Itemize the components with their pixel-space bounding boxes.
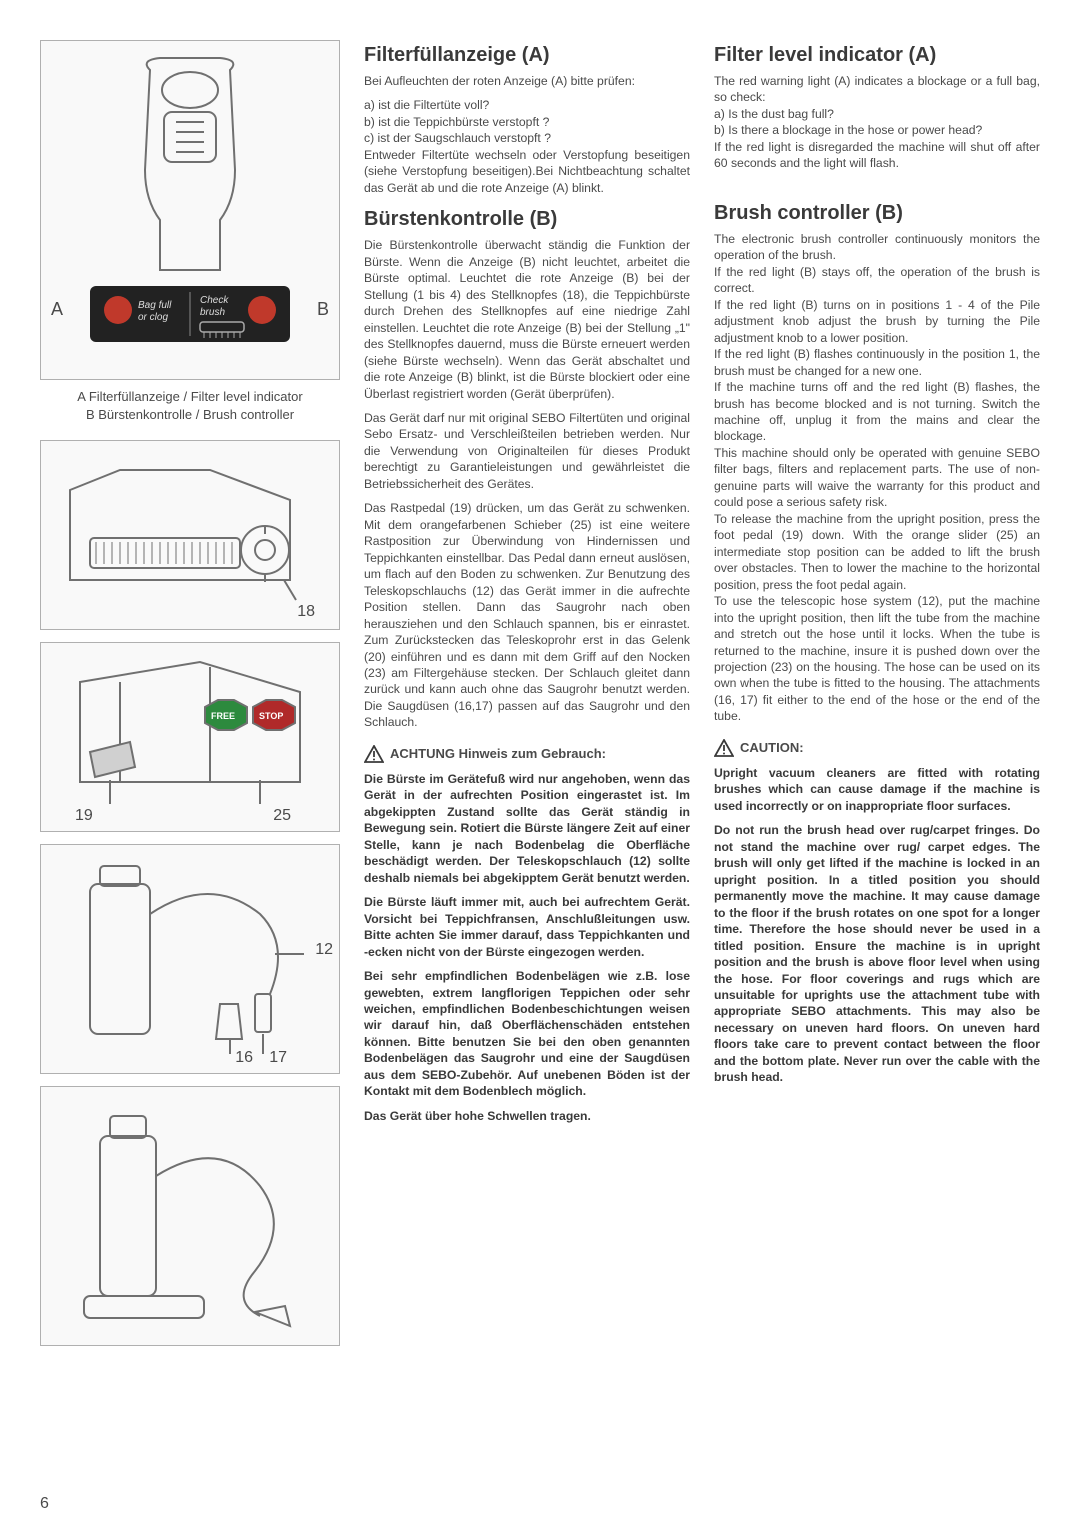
german-column: Filterfüllanzeige (A) Bei Aufleuchten de… xyxy=(364,40,690,1507)
caption-a: A Filterfüllanzeige / Filter level indic… xyxy=(40,388,340,406)
label-b: B xyxy=(317,299,329,320)
en-p: If the red light (B) flashes continuousl… xyxy=(714,346,1040,379)
warning-icon xyxy=(364,745,384,763)
en-p: This machine should only be operated wit… xyxy=(714,445,1040,511)
pedal-illustration: FREE STOP xyxy=(60,652,320,822)
de-p-bold: Die Bürste läuft immer mit, auch bei auf… xyxy=(364,894,690,960)
de-heading-filter: Filterfüllanzeige (A) xyxy=(364,44,690,67)
caption-b: B Bürstenkontrolle / Brush controller xyxy=(40,406,340,424)
num-12: 12 xyxy=(315,941,333,959)
de-p: Das Rastpedal (19) drücken, um das Gerät… xyxy=(364,500,690,731)
english-column: Filter level indicator (A) The red warni… xyxy=(714,40,1040,1507)
de-p-bold: Das Gerät über hohe Schwellen tragen. xyxy=(364,1108,690,1124)
de-caution-text: ACHTUNG Hinweis zum Gebrauch: xyxy=(390,746,606,761)
svg-text:Bag full: Bag full xyxy=(138,300,172,311)
figure-hose-in-use xyxy=(40,1086,340,1346)
label-a: A xyxy=(51,299,63,320)
de-p: b) ist die Teppichbürste verstopft ? xyxy=(364,114,690,130)
de-bold-block: Die Bürste im Gerätefuß wird nur angehob… xyxy=(364,771,690,1132)
svg-text:brush: brush xyxy=(200,307,225,318)
figure-panel-caption: A Filterfüllanzeige / Filter level indic… xyxy=(40,388,340,424)
de-p-bold: Bei sehr empfindlichen Bodenbelägen wie … xyxy=(364,968,690,1100)
page-number: 6 xyxy=(40,1495,49,1513)
figure-knob-18: 18 xyxy=(40,440,340,630)
figure-panel-ab: A B Bag full or clog Check brush xyxy=(40,40,340,380)
vacuum-top-illustration: Bag full or clog Check brush xyxy=(60,50,320,370)
hose-use-illustration xyxy=(60,1096,320,1336)
svg-text:or clog: or clog xyxy=(138,312,168,323)
warning-icon xyxy=(714,739,734,757)
de-p: Entweder Filtertüte wechseln oder Versto… xyxy=(364,147,690,196)
en-bold-block: Upright vacuum cleaners are fitted with … xyxy=(714,765,1040,1094)
svg-text:FREE: FREE xyxy=(211,711,235,721)
de-p: Das Gerät darf nur mit original SEBO Fil… xyxy=(364,410,690,492)
figure-hose-12-16-17: 12 16 17 xyxy=(40,844,340,1074)
num-25: 25 xyxy=(273,807,291,825)
en-p: If the red light is disregarded the mach… xyxy=(714,139,1040,172)
en-p: If the red light (B) turns on in positio… xyxy=(714,297,1040,346)
en-caution-text: CAUTION: xyxy=(740,740,804,755)
en-caution-heading: CAUTION: xyxy=(714,739,1040,757)
figures-column: A B Bag full or clog Check brush xyxy=(40,40,340,1507)
en-p: If the red light (B) stays off, the oper… xyxy=(714,264,1040,297)
de-p: Die Bürstenkontrolle überwacht ständig d… xyxy=(364,237,690,402)
en-p: b) Is there a blockage in the hose or po… xyxy=(714,122,1040,138)
en-p: To use the telescopic hose system (12), … xyxy=(714,593,1040,725)
en-p: The electronic brush controller continuo… xyxy=(714,231,1040,264)
de-p: a) ist die Filtertüte voll? xyxy=(364,97,690,113)
en-p-bold: Do not run the brush head over rug/carpe… xyxy=(714,822,1040,1086)
svg-text:STOP: STOP xyxy=(259,711,283,721)
en-p: a) Is the dust bag full? xyxy=(714,106,1040,122)
svg-text:Check: Check xyxy=(200,295,229,306)
de-caution-heading: ACHTUNG Hinweis zum Gebrauch: xyxy=(364,745,690,763)
num-16: 16 xyxy=(235,1049,253,1067)
page-content: A B Bag full or clog Check brush xyxy=(40,40,1040,1507)
de-heading-brush: Bürstenkontrolle (B) xyxy=(364,208,690,231)
en-heading-brush: Brush controller (B) xyxy=(714,202,1040,225)
de-p: Bei Aufleuchten der roten Anzeige (A) bi… xyxy=(364,73,690,89)
hose-illustration xyxy=(60,854,320,1064)
en-heading-filter: Filter level indicator (A) xyxy=(714,44,1040,67)
de-p: c) ist der Saugschlauch verstopft ? xyxy=(364,130,690,146)
knob-illustration xyxy=(60,450,320,620)
num-17: 17 xyxy=(269,1049,287,1067)
en-p: To release the machine from the upright … xyxy=(714,511,1040,593)
en-p: If the machine turns off and the red lig… xyxy=(714,379,1040,445)
de-p-bold: Die Bürste im Gerätefuß wird nur angehob… xyxy=(364,771,690,886)
num-19: 19 xyxy=(75,807,93,825)
en-p: The red warning light (A) indicates a bl… xyxy=(714,73,1040,106)
en-p-bold: Upright vacuum cleaners are fitted with … xyxy=(714,765,1040,814)
num-18: 18 xyxy=(297,603,315,621)
figure-pedal-19-25: FREE STOP 19 25 xyxy=(40,642,340,832)
